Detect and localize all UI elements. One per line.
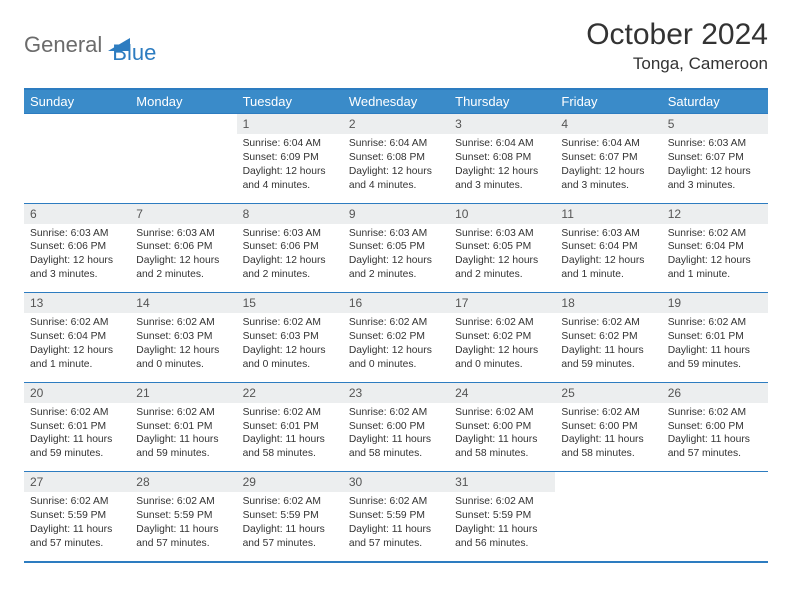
day-content-cell: Sunrise: 6:02 AM Sunset: 5:59 PM Dayligh… xyxy=(237,492,343,562)
day-number-cell xyxy=(662,472,768,493)
day-content-cell: Sunrise: 6:02 AM Sunset: 6:00 PM Dayligh… xyxy=(343,403,449,472)
weekday-header: Friday xyxy=(555,89,661,114)
day-number-cell: 2 xyxy=(343,114,449,135)
day-content-row: Sunrise: 6:02 AM Sunset: 5:59 PM Dayligh… xyxy=(24,492,768,562)
calendar-table: Sunday Monday Tuesday Wednesday Thursday… xyxy=(24,88,768,563)
day-number-cell: 12 xyxy=(662,203,768,224)
day-content-cell: Sunrise: 6:03 AM Sunset: 6:06 PM Dayligh… xyxy=(130,224,236,293)
day-content-cell: Sunrise: 6:03 AM Sunset: 6:05 PM Dayligh… xyxy=(343,224,449,293)
weekday-header: Sunday xyxy=(24,89,130,114)
day-content-cell: Sunrise: 6:03 AM Sunset: 6:06 PM Dayligh… xyxy=(237,224,343,293)
day-number-row: 6789101112 xyxy=(24,203,768,224)
day-number-cell: 1 xyxy=(237,114,343,135)
day-content-cell: Sunrise: 6:04 AM Sunset: 6:08 PM Dayligh… xyxy=(449,134,555,203)
day-number-cell: 5 xyxy=(662,114,768,135)
day-number-cell: 21 xyxy=(130,382,236,403)
day-content-cell: Sunrise: 6:02 AM Sunset: 6:02 PM Dayligh… xyxy=(343,313,449,382)
day-number-cell: 23 xyxy=(343,382,449,403)
day-number-cell: 16 xyxy=(343,293,449,314)
weekday-header: Tuesday xyxy=(237,89,343,114)
weekday-header-row: Sunday Monday Tuesday Wednesday Thursday… xyxy=(24,89,768,114)
day-content-cell: Sunrise: 6:02 AM Sunset: 6:04 PM Dayligh… xyxy=(662,224,768,293)
day-number-cell: 6 xyxy=(24,203,130,224)
day-content-cell: Sunrise: 6:02 AM Sunset: 6:02 PM Dayligh… xyxy=(449,313,555,382)
weekday-header: Thursday xyxy=(449,89,555,114)
day-content-cell: Sunrise: 6:02 AM Sunset: 6:03 PM Dayligh… xyxy=(237,313,343,382)
day-number-cell: 28 xyxy=(130,472,236,493)
day-number-row: 2728293031 xyxy=(24,472,768,493)
day-content-cell: Sunrise: 6:03 AM Sunset: 6:06 PM Dayligh… xyxy=(24,224,130,293)
day-content-cell xyxy=(555,492,661,562)
day-number-cell: 19 xyxy=(662,293,768,314)
day-content-cell: Sunrise: 6:02 AM Sunset: 6:01 PM Dayligh… xyxy=(130,403,236,472)
day-content-cell: Sunrise: 6:02 AM Sunset: 5:59 PM Dayligh… xyxy=(24,492,130,562)
day-number-cell: 4 xyxy=(555,114,661,135)
day-number-cell: 3 xyxy=(449,114,555,135)
day-number-cell xyxy=(555,472,661,493)
day-content-cell: Sunrise: 6:02 AM Sunset: 6:00 PM Dayligh… xyxy=(555,403,661,472)
day-number-cell: 9 xyxy=(343,203,449,224)
day-content-cell xyxy=(24,134,130,203)
logo: General Blue xyxy=(24,18,156,66)
day-content-row: Sunrise: 6:02 AM Sunset: 6:04 PM Dayligh… xyxy=(24,313,768,382)
day-content-cell: Sunrise: 6:02 AM Sunset: 5:59 PM Dayligh… xyxy=(130,492,236,562)
weekday-header: Wednesday xyxy=(343,89,449,114)
day-number-cell: 20 xyxy=(24,382,130,403)
day-content-cell: Sunrise: 6:02 AM Sunset: 6:00 PM Dayligh… xyxy=(662,403,768,472)
day-content-cell: Sunrise: 6:02 AM Sunset: 6:01 PM Dayligh… xyxy=(237,403,343,472)
day-content-cell: Sunrise: 6:02 AM Sunset: 5:59 PM Dayligh… xyxy=(343,492,449,562)
day-content-row: Sunrise: 6:03 AM Sunset: 6:06 PM Dayligh… xyxy=(24,224,768,293)
day-content-cell: Sunrise: 6:04 AM Sunset: 6:09 PM Dayligh… xyxy=(237,134,343,203)
day-content-row: Sunrise: 6:02 AM Sunset: 6:01 PM Dayligh… xyxy=(24,403,768,472)
day-content-cell: Sunrise: 6:02 AM Sunset: 6:01 PM Dayligh… xyxy=(24,403,130,472)
day-content-cell: Sunrise: 6:02 AM Sunset: 6:03 PM Dayligh… xyxy=(130,313,236,382)
weekday-header: Monday xyxy=(130,89,236,114)
day-number-cell: 8 xyxy=(237,203,343,224)
day-number-cell: 14 xyxy=(130,293,236,314)
day-number-cell: 22 xyxy=(237,382,343,403)
day-number-cell: 11 xyxy=(555,203,661,224)
day-number-cell: 31 xyxy=(449,472,555,493)
day-number-cell: 25 xyxy=(555,382,661,403)
day-content-cell: Sunrise: 6:03 AM Sunset: 6:05 PM Dayligh… xyxy=(449,224,555,293)
day-content-cell: Sunrise: 6:03 AM Sunset: 6:04 PM Dayligh… xyxy=(555,224,661,293)
day-number-cell xyxy=(24,114,130,135)
day-content-cell: Sunrise: 6:02 AM Sunset: 5:59 PM Dayligh… xyxy=(449,492,555,562)
day-content-cell: Sunrise: 6:02 AM Sunset: 6:04 PM Dayligh… xyxy=(24,313,130,382)
day-number-cell: 26 xyxy=(662,382,768,403)
day-content-cell xyxy=(662,492,768,562)
day-content-cell: Sunrise: 6:02 AM Sunset: 6:01 PM Dayligh… xyxy=(662,313,768,382)
day-number-cell: 24 xyxy=(449,382,555,403)
day-number-cell: 17 xyxy=(449,293,555,314)
day-content-row: Sunrise: 6:04 AM Sunset: 6:09 PM Dayligh… xyxy=(24,134,768,203)
day-number-row: 20212223242526 xyxy=(24,382,768,403)
day-number-cell: 7 xyxy=(130,203,236,224)
weekday-header: Saturday xyxy=(662,89,768,114)
title-block: October 2024 Tonga, Cameroon xyxy=(586,18,768,74)
day-content-cell: Sunrise: 6:04 AM Sunset: 6:07 PM Dayligh… xyxy=(555,134,661,203)
day-number-cell: 18 xyxy=(555,293,661,314)
day-number-cell: 27 xyxy=(24,472,130,493)
day-number-cell: 13 xyxy=(24,293,130,314)
day-content-cell: Sunrise: 6:04 AM Sunset: 6:08 PM Dayligh… xyxy=(343,134,449,203)
location-label: Tonga, Cameroon xyxy=(586,54,768,74)
header: General Blue October 2024 Tonga, Cameroo… xyxy=(24,18,768,74)
page-title: October 2024 xyxy=(586,18,768,52)
day-content-cell xyxy=(130,134,236,203)
day-number-cell: 29 xyxy=(237,472,343,493)
logo-text-general: General xyxy=(24,32,102,58)
day-content-cell: Sunrise: 6:02 AM Sunset: 6:02 PM Dayligh… xyxy=(555,313,661,382)
day-content-cell: Sunrise: 6:03 AM Sunset: 6:07 PM Dayligh… xyxy=(662,134,768,203)
day-number-row: 12345 xyxy=(24,114,768,135)
day-number-row: 13141516171819 xyxy=(24,293,768,314)
day-number-cell: 30 xyxy=(343,472,449,493)
day-number-cell xyxy=(130,114,236,135)
day-number-cell: 15 xyxy=(237,293,343,314)
day-number-cell: 10 xyxy=(449,203,555,224)
logo-text-blue: Blue xyxy=(112,24,156,66)
day-content-cell: Sunrise: 6:02 AM Sunset: 6:00 PM Dayligh… xyxy=(449,403,555,472)
